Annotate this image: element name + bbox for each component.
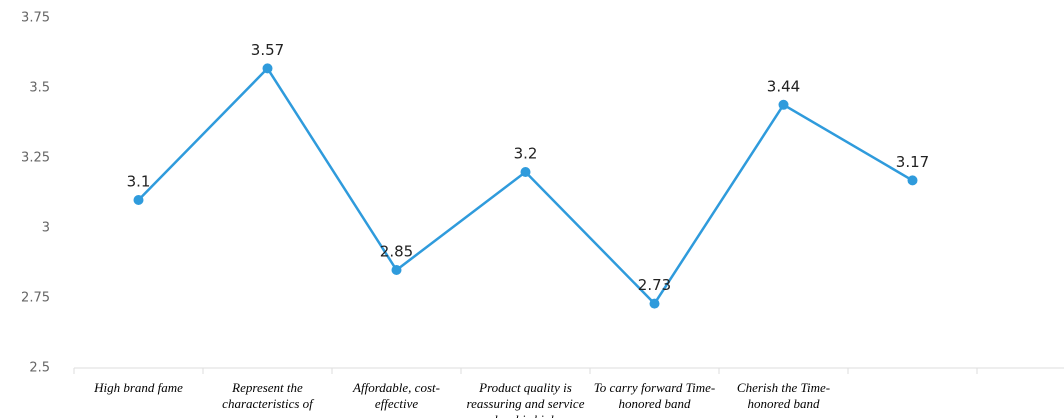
point xyxy=(778,99,789,110)
y-tick-label: 3 xyxy=(42,221,50,236)
y-tick-label: 3.25 xyxy=(21,151,50,166)
point xyxy=(520,167,531,177)
x-tick-label: To carry forward Time-honored band xyxy=(593,380,716,411)
data-label: 2.73 xyxy=(638,276,671,294)
point xyxy=(262,63,273,74)
data-label: 3.17 xyxy=(896,153,929,171)
x-tick-label: Cherish the Time-honored band xyxy=(736,380,831,411)
data-label: 3.44 xyxy=(767,77,800,95)
line xyxy=(137,66,914,306)
point xyxy=(133,195,144,205)
x-tick-label: High brand fame xyxy=(94,380,183,395)
data-label: 3.57 xyxy=(251,41,284,59)
x-tick-label: Affordable, cost-effective xyxy=(353,380,440,411)
data-label: 3.2 xyxy=(514,145,538,163)
y-tick-label: 3.75 xyxy=(21,11,50,26)
point xyxy=(649,298,660,309)
x-tick-label: Represent the characteristics of xyxy=(222,380,313,411)
point xyxy=(907,175,918,186)
y-tick-label: 3.5 xyxy=(29,81,50,96)
point xyxy=(391,265,402,275)
x-tick-label: Product quality is reassuring and servic… xyxy=(466,380,585,418)
data-label: 3.1 xyxy=(127,173,151,191)
y-tick-label: 2.5 xyxy=(29,361,50,376)
data-label: 2.85 xyxy=(380,243,413,261)
y-tick-label: 2.75 xyxy=(21,291,50,306)
